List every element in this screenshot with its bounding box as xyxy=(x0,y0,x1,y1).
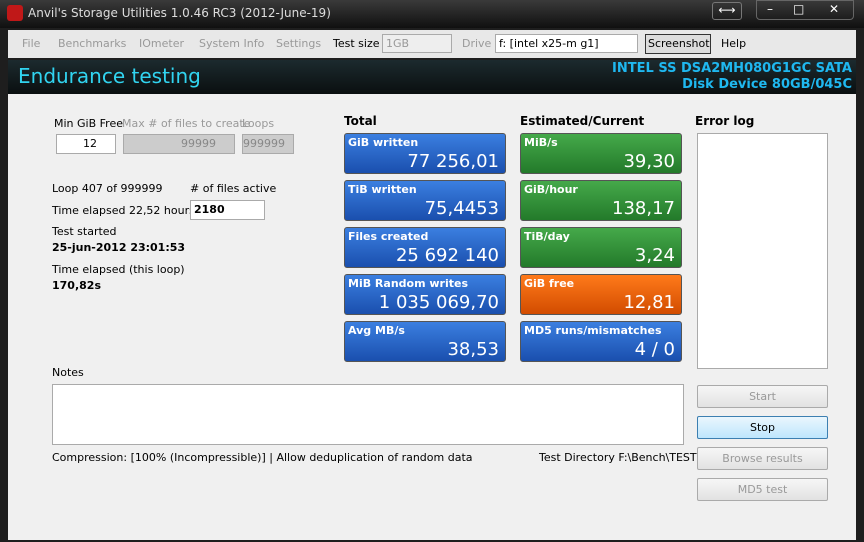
files-active-field: 2180 xyxy=(190,200,265,220)
help-menu[interactable]: Help xyxy=(721,37,747,50)
stat-tile: Avg MB/s 38,53 xyxy=(344,321,506,362)
tile-label: TiB written xyxy=(348,183,417,196)
test-size-label: Test size xyxy=(333,37,380,50)
drive-select[interactable]: f: [intel x25-m g1] xyxy=(495,34,638,53)
header-title: Endurance testing xyxy=(18,64,201,88)
tile-value: 4 / 0 xyxy=(634,339,675,360)
tile-value: 138,17 xyxy=(612,198,675,219)
status-text: Time elapsed 22,52 hours xyxy=(52,204,195,217)
tile-value: 25 692 140 xyxy=(395,245,499,266)
window-title: Anvil's Storage Utilities 1.0.46 RC3 (20… xyxy=(28,6,331,20)
stat-tile: GiB free 12,81 xyxy=(520,274,682,315)
label: Max # of files to create xyxy=(122,117,251,130)
browse-button[interactable]: Browse results xyxy=(697,447,828,470)
tile-label: MD5 runs/mismatches xyxy=(524,324,662,337)
drive-label: Drive xyxy=(462,37,492,50)
tile-label: GiB written xyxy=(348,136,419,149)
label: # of files active xyxy=(190,182,277,195)
section-title: Total xyxy=(344,114,377,128)
tile-value: 77 256,01 xyxy=(407,151,499,172)
tile-value: 39,30 xyxy=(623,151,675,172)
tile-label: GiB free xyxy=(524,277,575,290)
tile-value: 75,4453 xyxy=(424,198,499,219)
status-value: 170,82s xyxy=(52,279,101,292)
tile-label: Files created xyxy=(348,230,429,243)
header: Endurance testing INTEL SS DSA2MH080G1GC… xyxy=(8,60,856,94)
error-log xyxy=(697,133,828,369)
app-icon xyxy=(7,5,23,21)
tile-label: Avg MB/s xyxy=(348,324,405,337)
label: Loops xyxy=(242,117,275,130)
section-title: Error log xyxy=(695,114,755,128)
menu-item[interactable]: System Info xyxy=(199,37,265,50)
stop-button[interactable]: Stop xyxy=(697,416,828,439)
stat-tile: MiB/s 39,30 xyxy=(520,133,682,174)
label: Time elapsed (this loop) xyxy=(52,263,185,276)
stat-tile: MD5 runs/mismatches 4 / 0 xyxy=(520,321,682,362)
device-line: Disk Device 80GB/045C xyxy=(682,77,852,92)
tile-label: TiB/day xyxy=(524,230,570,243)
notes-box[interactable] xyxy=(52,384,684,445)
section-title: Estimated/Current xyxy=(520,114,645,128)
label: Test started xyxy=(52,225,117,238)
status-value: 25-jun-2012 23:01:53 xyxy=(52,241,186,254)
md5-button[interactable]: MD5 test xyxy=(697,478,828,501)
max-files-input: 99999 xyxy=(123,134,235,154)
loops-input: 999999 xyxy=(242,134,294,154)
stat-tile: Files created 25 692 140 xyxy=(344,227,506,268)
snap-button[interactable]: ⟷ xyxy=(712,2,742,20)
label: Min GiB Free xyxy=(54,117,123,130)
status-text: Loop 407 of 999999 xyxy=(52,182,163,195)
test-size-select[interactable]: 1GB xyxy=(382,34,452,53)
device-line: INTEL SS DSA2MH080G1GC SATA xyxy=(612,61,852,76)
stat-tile: TiB/day 3,24 xyxy=(520,227,682,268)
stat-tile: GiB/hour 138,17 xyxy=(520,180,682,221)
tile-label: GiB/hour xyxy=(524,183,578,196)
menu-item[interactable]: Settings xyxy=(276,37,322,50)
menu-item[interactable]: Benchmarks xyxy=(58,37,127,50)
tile-value: 3,24 xyxy=(634,245,675,266)
screenshot-button[interactable]: Screenshot xyxy=(645,34,711,54)
content: Min GiB Free 12 Max # of files to create… xyxy=(8,94,856,540)
stat-tile: TiB written 75,4453 xyxy=(344,180,506,221)
stat-tile: MiB Random writes 1 035 069,70 xyxy=(344,274,506,315)
tile-label: MiB/s xyxy=(524,136,558,149)
menu-item[interactable]: IOmeter xyxy=(139,37,184,50)
tile-value: 38,53 xyxy=(447,339,499,360)
start-button[interactable]: Start xyxy=(697,385,828,408)
tile-value: 1 035 069,70 xyxy=(378,292,499,313)
tile-label: MiB Random writes xyxy=(348,277,469,290)
stat-tile: GiB written 77 256,01 xyxy=(344,133,506,174)
min-free-input[interactable]: 12 xyxy=(56,134,116,154)
footer-text: Test Directory F:\Bench\TEST xyxy=(539,451,697,464)
title-bar: Anvil's Storage Utilities 1.0.46 RC3 (20… xyxy=(0,0,864,28)
menu-bar: File Benchmarks IOmeter System Info Sett… xyxy=(8,30,856,58)
footer-text: Compression: [100% (Incompressible)] | A… xyxy=(52,451,473,464)
tile-value: 12,81 xyxy=(623,292,675,313)
window-controls[interactable]: – □ ✕ xyxy=(756,0,854,20)
label: Notes xyxy=(52,366,84,379)
menu-item[interactable]: File xyxy=(22,37,41,50)
